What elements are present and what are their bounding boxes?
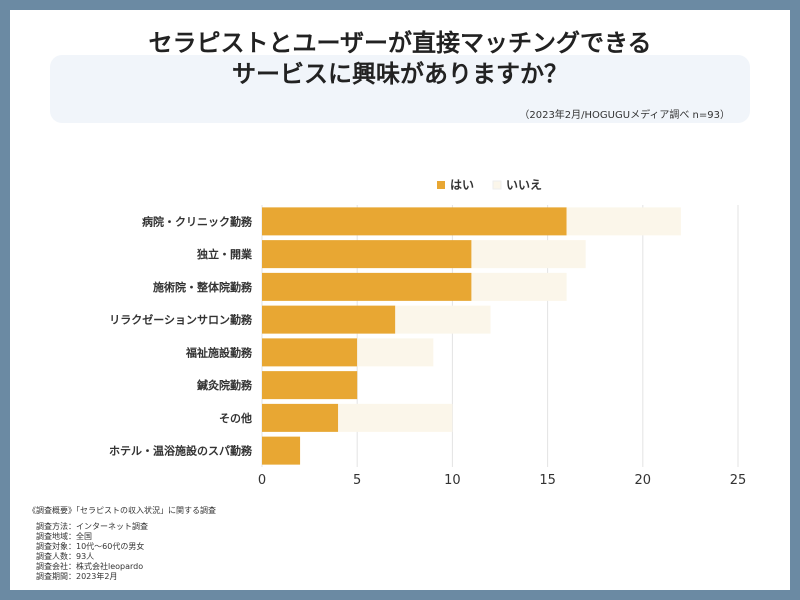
x-tick-label: 25 [730, 473, 747, 488]
survey-note-line: 調査期間：2023年2月 [36, 572, 118, 581]
bar-no [471, 272, 567, 301]
survey-note-line: 調査人数：93人 [36, 552, 95, 561]
x-tick-label: 15 [539, 473, 556, 488]
x-tick-label: 20 [635, 473, 652, 488]
category-label: 施術院・整体院勤務 [153, 280, 253, 294]
category-label: 鍼灸院勤務 [197, 378, 253, 392]
bar-yes [262, 403, 339, 432]
bar-no [338, 403, 453, 432]
category-label: その他 [219, 411, 252, 425]
x-tick-label: 5 [353, 473, 361, 488]
legend-label: はい [450, 178, 474, 192]
bar-no [395, 305, 491, 334]
survey-notes: 《調査概要》「セラピストの収入状況」に関する調査 調査方法：インターネット調査 … [28, 506, 216, 582]
bar-no [566, 207, 681, 236]
legend-swatch [437, 181, 445, 189]
category-label: 福祉施設勤務 [185, 345, 253, 359]
survey-note-line: 調査会社：株式会社leopardo [36, 562, 144, 571]
bar-yes [262, 207, 567, 236]
x-tick-label: 0 [258, 473, 266, 488]
category-label: 病院・クリニック勤務 [142, 214, 253, 228]
title-band [50, 55, 750, 123]
survey-note-line: 調査方法：インターネット調査 [36, 522, 148, 531]
survey-notes-lines: 調査方法：インターネット調査 調査地域：全国 調査対象：10代～60代の男女 調… [28, 522, 216, 582]
bar-no [471, 240, 586, 269]
bar-yes [262, 338, 358, 367]
title-line-2: サービスに興味がありますか？ [232, 60, 568, 88]
category-label: 独立・開業 [196, 247, 253, 261]
legend-swatch [492, 180, 502, 190]
bar-yes [262, 305, 396, 334]
x-tick-label: 10 [444, 473, 461, 488]
survey-note-line: 調査対象：10代～60代の男女 [36, 542, 145, 551]
survey-note-line: 調査地域：全国 [36, 532, 92, 541]
title-line-1: セラピストとユーザーが直接マッチングできる [148, 29, 652, 57]
bar-yes [262, 240, 472, 269]
bar-yes [262, 436, 301, 465]
survey-notes-heading: 《調査概要》「セラピストの収入状況」に関する調査 [28, 506, 216, 515]
legend-label: いいえ [506, 178, 542, 192]
chart-title: セラピストとユーザーが直接マッチングできる サービスに興味がありますか？ [0, 28, 800, 90]
category-label: ホテル・温浴施設のスパ勤務 [109, 444, 253, 458]
source-note: （2023年2月/HOGUGUメディア調べ n=93） [519, 110, 730, 121]
bar-no [357, 338, 434, 367]
bar-yes [262, 371, 358, 400]
category-label: リラクゼーションサロン勤務 [109, 313, 253, 327]
bar-yes [262, 272, 472, 301]
